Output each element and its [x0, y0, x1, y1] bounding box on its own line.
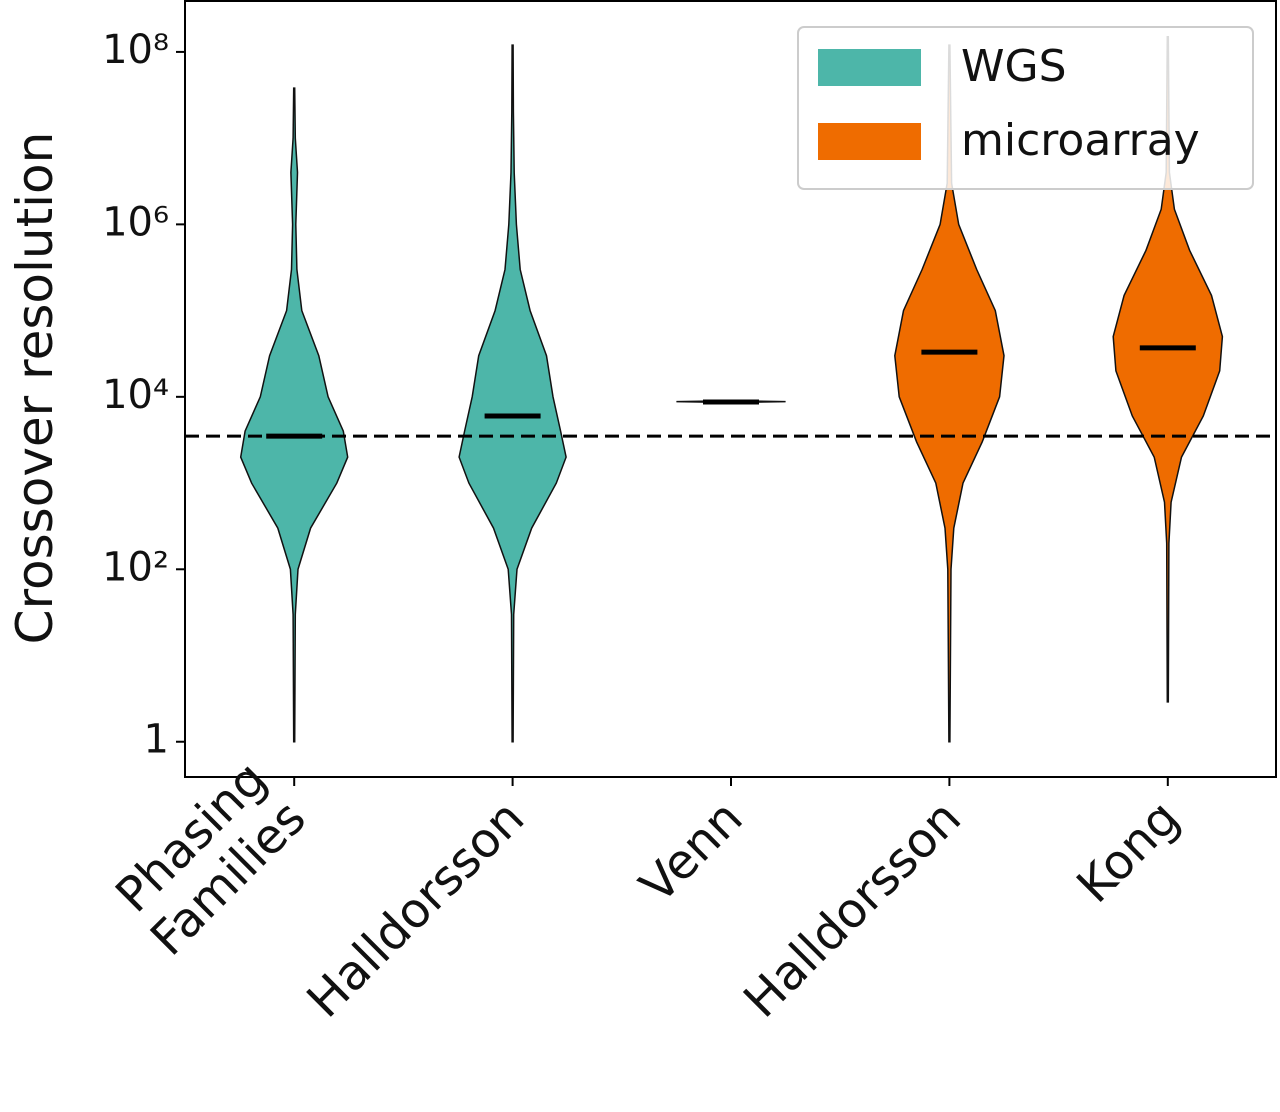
x-tick-label: Halldorsson: [296, 790, 535, 1029]
x-tick-label: PhasingFamilies: [101, 751, 317, 967]
x-tick-label: Halldorsson: [733, 790, 972, 1029]
y-tick-label: 10²: [102, 544, 169, 590]
y-tick-label: 1: [144, 717, 169, 763]
y-tick-label: 10⁸: [102, 27, 169, 73]
legend-swatch: [818, 49, 921, 86]
y-tick-label: 10⁶: [102, 199, 169, 245]
legend-label: microarray: [961, 115, 1200, 166]
x-tick-label: Kong: [1066, 790, 1190, 914]
y-axis-label: Crossover resolution: [6, 132, 64, 645]
legend-swatch: [818, 123, 921, 160]
legend-label: WGS: [961, 41, 1067, 92]
violin-body: [239, 87, 349, 743]
y-tick-label: 10⁴: [102, 372, 169, 418]
x-tick-label: Venn: [629, 790, 753, 914]
violin-body: [458, 44, 567, 743]
